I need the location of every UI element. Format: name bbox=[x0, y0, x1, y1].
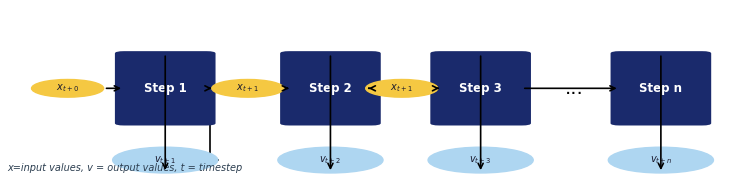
FancyBboxPatch shape bbox=[430, 51, 531, 125]
Text: $x_{t+0}$: $x_{t+0}$ bbox=[56, 82, 79, 94]
Text: $v_{t+1}$: $v_{t+1}$ bbox=[154, 154, 176, 166]
Text: Step 3: Step 3 bbox=[460, 82, 502, 95]
FancyBboxPatch shape bbox=[115, 51, 216, 125]
Text: $v_{t+2}$: $v_{t+2}$ bbox=[319, 154, 342, 166]
Text: Step n: Step n bbox=[639, 82, 683, 95]
Text: x=input values, v = output values, t = timestep: x=input values, v = output values, t = t… bbox=[8, 163, 243, 173]
FancyBboxPatch shape bbox=[280, 51, 381, 125]
Text: $v_{t+3}$: $v_{t+3}$ bbox=[469, 154, 492, 166]
Text: ...: ... bbox=[566, 79, 584, 98]
Text: $x_{t+1}$: $x_{t+1}$ bbox=[391, 82, 413, 94]
Circle shape bbox=[32, 79, 104, 97]
Circle shape bbox=[212, 79, 284, 97]
Text: Step 2: Step 2 bbox=[309, 82, 351, 95]
Circle shape bbox=[366, 79, 438, 97]
Text: $v_{t+n}$: $v_{t+n}$ bbox=[650, 154, 672, 166]
Circle shape bbox=[428, 147, 533, 173]
Text: Step 1: Step 1 bbox=[144, 82, 186, 95]
Circle shape bbox=[608, 147, 713, 173]
Text: $x_{t+1}$: $x_{t+1}$ bbox=[237, 82, 259, 94]
Circle shape bbox=[278, 147, 383, 173]
Circle shape bbox=[113, 147, 218, 173]
FancyBboxPatch shape bbox=[611, 51, 711, 125]
